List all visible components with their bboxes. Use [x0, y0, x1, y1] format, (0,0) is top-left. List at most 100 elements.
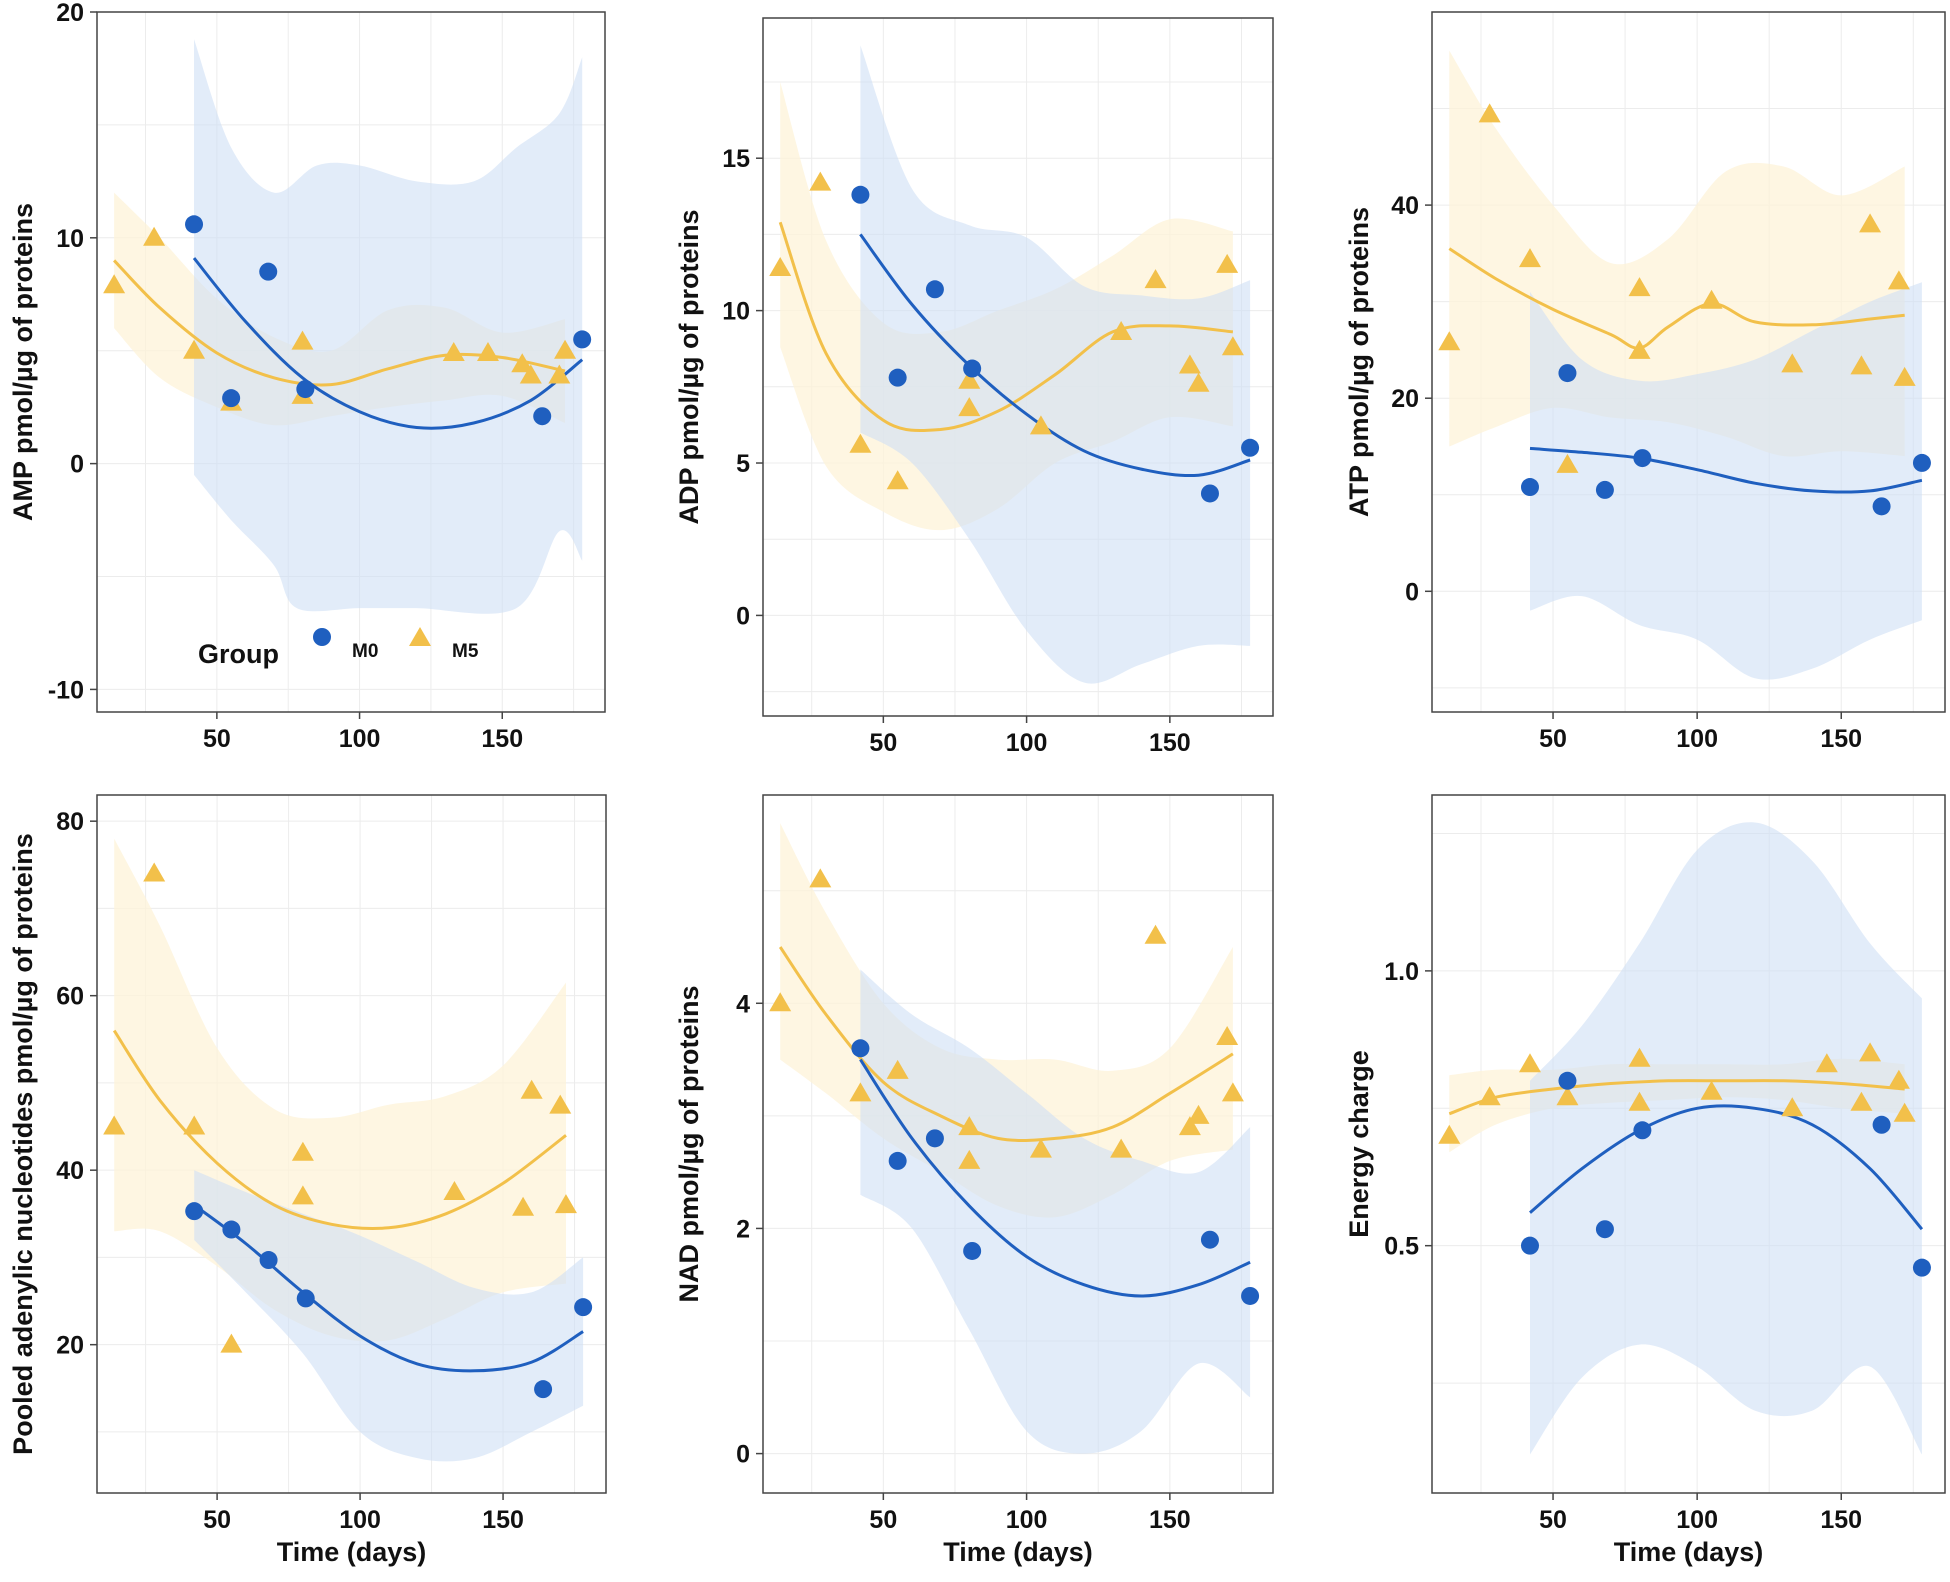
data-point-m5 — [1628, 1047, 1651, 1067]
data-point-m5 — [1628, 1091, 1651, 1111]
y-tick-label: 2 — [736, 1215, 750, 1243]
data-point-m5 — [143, 862, 166, 882]
x-tick-label: 150 — [482, 1506, 524, 1534]
x-tick-label: 50 — [1539, 725, 1567, 753]
data-point-m0 — [963, 1241, 982, 1260]
x-tick-label: 50 — [1539, 1506, 1567, 1534]
data-point-m5 — [1110, 1138, 1133, 1158]
plot-border — [762, 17, 1274, 717]
data-layer — [103, 838, 593, 1462]
data-point-m5 — [1556, 453, 1579, 473]
data-point-m0 — [1872, 1115, 1891, 1134]
y-axis-title: AMP pmol/µg of proteins — [8, 203, 38, 521]
legend-m5-label: M5 — [452, 641, 479, 662]
confidence-band-m0 — [860, 45, 1251, 684]
y-tick-label: 40 — [1391, 192, 1419, 220]
data-layer — [769, 45, 1260, 684]
y-axis-title: ATP pmol/µg of proteins — [1344, 207, 1374, 517]
data-point-m5 — [1628, 339, 1651, 359]
data-point-m5 — [1438, 331, 1461, 351]
plot-border — [762, 794, 1274, 1494]
data-point-m5 — [958, 1149, 981, 1169]
data-point-m0 — [1558, 1071, 1577, 1090]
data-point-m5 — [809, 868, 832, 888]
data-point-m0 — [1520, 1236, 1539, 1255]
confidence-band-m0 — [860, 969, 1251, 1454]
data-point-m5 — [1700, 1080, 1723, 1100]
x-tick-label: 150 — [1149, 729, 1191, 757]
data-point-m0 — [222, 1220, 241, 1239]
data-point-m0 — [533, 407, 552, 426]
data-point-m5 — [1438, 1124, 1461, 1144]
x-tick-label: 100 — [339, 725, 381, 753]
data-point-m5 — [1859, 1042, 1882, 1062]
y-axis-title: Pooled adenylic nucleotides pmol/µg of p… — [8, 833, 38, 1455]
data-point-m5 — [1893, 366, 1916, 386]
data-point-m0 — [296, 1289, 315, 1308]
data-point-m0 — [963, 359, 982, 378]
fit-line-m5 — [1448, 1079, 1905, 1116]
fit-line-m5 — [778, 221, 1234, 433]
confidence-band-m0 — [1530, 822, 1922, 1455]
y-tick-label: 10 — [722, 298, 750, 326]
data-point-m5 — [849, 433, 872, 453]
x-tick-label: 150 — [1149, 1506, 1191, 1534]
panel-energy: 50 100 150 0.5 1.0 Energy charge Time (days) — [1344, 794, 1946, 1567]
data-point-m0 — [1595, 480, 1614, 499]
data-point-m0 — [1558, 364, 1577, 383]
data-point-m0 — [573, 330, 592, 349]
data-point-m5 — [1887, 270, 1910, 290]
data-point-m5 — [1815, 1053, 1838, 1073]
data-point-m5 — [476, 341, 499, 361]
data-point-m0 — [1912, 453, 1931, 472]
confidence-band-m0 — [194, 1170, 584, 1462]
y-axis-title: Energy charge — [1344, 1050, 1374, 1238]
data-point-m5 — [1144, 924, 1167, 944]
data-point-m5 — [1859, 213, 1882, 233]
data-point-m5 — [511, 353, 534, 373]
data-point-m5 — [1187, 372, 1210, 392]
y-tick-label: 15 — [722, 145, 750, 173]
x-tick-label: 100 — [1006, 729, 1048, 757]
panel-nad: 50 100 150 0 2 4 NAD pmol/µg of proteins Time (… — [674, 794, 1274, 1567]
data-point-m5 — [1518, 248, 1541, 268]
legend-title: Group — [198, 639, 279, 669]
x-axis-title: Time (days) — [943, 1537, 1093, 1567]
y-tick-label: 40 — [56, 1157, 84, 1185]
x-axis-title: Time (days) — [1614, 1537, 1764, 1567]
panel-atp: 50 100 150 0 20 40 ATP pmol/µg of proteins — [1344, 11, 1946, 753]
data-point-m5 — [1478, 103, 1501, 123]
fit-line-m0 — [192, 257, 584, 430]
data-point-m5 — [1700, 289, 1723, 309]
fit-line-m0 — [193, 1203, 584, 1373]
data-layer — [769, 823, 1260, 1454]
x-tick-label: 100 — [1676, 1506, 1718, 1534]
panel-pooled: 50 100 150 20 40 60 80 Pooled adenylic nucleoti… — [8, 794, 607, 1567]
data-point-m0 — [1241, 1286, 1260, 1305]
data-point-m0 — [851, 185, 870, 204]
y-tick-label: 0 — [1405, 578, 1419, 606]
data-point-m0 — [888, 1151, 907, 1170]
data-point-m5 — [1887, 1069, 1910, 1089]
data-layer — [1438, 50, 1931, 680]
confidence-band-m0 — [194, 39, 583, 614]
fit-line-m5 — [778, 946, 1234, 1143]
data-point-m5 — [442, 341, 465, 361]
plot-border — [1431, 11, 1946, 713]
x-tick-label: 150 — [1820, 725, 1862, 753]
data-point-m5 — [1029, 1138, 1052, 1158]
y-tick-label: 5 — [736, 450, 750, 478]
x-tick-label: 100 — [1676, 725, 1718, 753]
data-point-m5 — [291, 330, 314, 350]
y-tick-label: 1.0 — [1384, 958, 1419, 986]
data-point-m0 — [222, 389, 241, 408]
data-point-m0 — [1633, 1121, 1652, 1140]
data-point-m5 — [1110, 320, 1133, 340]
data-point-m5 — [443, 1180, 466, 1200]
data-point-m5 — [519, 364, 542, 384]
data-point-m5 — [769, 992, 792, 1012]
fit-line-m0 — [1529, 446, 1923, 494]
data-point-m5 — [520, 1079, 543, 1099]
data-point-m5 — [1221, 336, 1244, 356]
